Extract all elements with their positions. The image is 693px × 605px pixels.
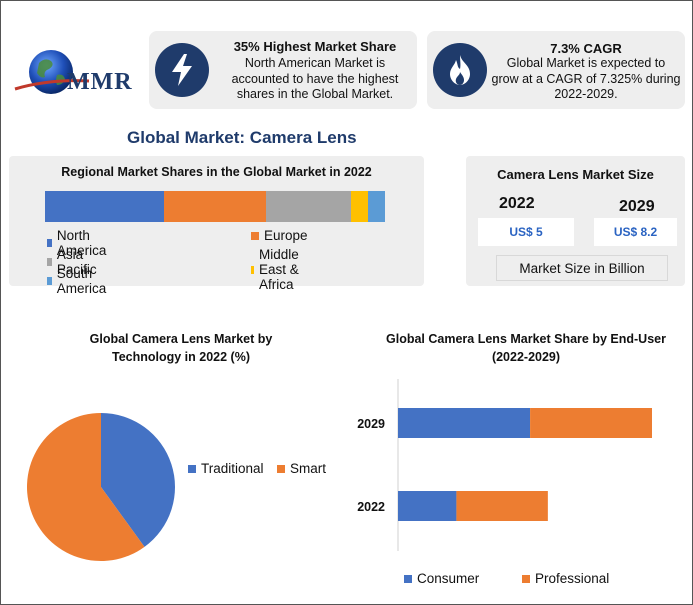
bar-professional-2022 xyxy=(456,491,548,521)
legend-consumer: Consumer xyxy=(404,571,479,586)
market-share-card: 35% Highest Market Share North American … xyxy=(149,31,417,109)
flame-icon xyxy=(433,43,487,97)
legend-middle-east-africa-label: Middle East & Africa xyxy=(258,247,299,292)
legend-traditional-swatch xyxy=(188,464,196,473)
market-share-text: North American Market is accounted to ha… xyxy=(219,56,411,103)
region-segment-north-america xyxy=(45,191,164,222)
legend-middle-east-africa-swatch xyxy=(251,265,254,274)
market-share-line-3: shares in the Global Market. xyxy=(236,87,394,101)
bar-consumer-2029 xyxy=(398,408,531,438)
legend-smart-label: Smart xyxy=(290,461,327,476)
year-2022-label: 2022 xyxy=(499,195,535,212)
legend-middle-east-africa: Middle East & Africa xyxy=(251,247,304,292)
legend-europe: Europe xyxy=(251,228,308,243)
legend-professional: Professional xyxy=(522,571,609,586)
technology-chart-title: Global Camera Lens Market by Technology … xyxy=(89,332,273,364)
globe-icon xyxy=(14,50,90,94)
lightning-bolt-icon xyxy=(155,43,209,97)
cagr-text: Global Market is expected to grow at a C… xyxy=(487,56,685,103)
legend-asia-pacific-label: Asia Pacific xyxy=(56,247,97,277)
legend-traditional-label: Traditional xyxy=(201,461,264,476)
cagr-line-2: grow at a CAGR of 7.325% during xyxy=(491,71,681,86)
end-user-bar-chart: 2029 2022 xyxy=(357,379,652,551)
cagr-line-1: Global Market is expected to xyxy=(506,56,666,70)
legend-north-america-label: North America xyxy=(56,228,107,258)
region-segment-middle-east-africa xyxy=(351,191,368,222)
end-user-chart-title: Global Camera Lens Market Share by End-U… xyxy=(386,332,666,364)
market-size-panel: Camera Lens Market Size 2022 2029 US$ 5 … xyxy=(466,156,685,286)
legend-north-america-swatch xyxy=(47,239,52,247)
technology-pie-chart xyxy=(27,413,176,561)
pie-slice-traditional xyxy=(101,413,176,547)
legend-asia-pacific: Asia Pacific xyxy=(47,247,100,277)
legend-consumer-label: Consumer xyxy=(417,571,480,586)
legend-professional-label: Professional xyxy=(535,571,610,586)
market-size-unit: Market Size in Billion xyxy=(496,255,668,281)
cagr-title: 7.3% CAGR xyxy=(550,41,622,56)
market-size-title: Camera Lens Market Size xyxy=(497,167,654,182)
regional-panel: Regional Market Shares in the Global Mar… xyxy=(9,156,424,296)
category-label-2022: 2022 xyxy=(357,500,385,514)
pie-slice-smart xyxy=(27,413,145,561)
brand-name: MMR xyxy=(67,69,133,95)
region-segment-south-america xyxy=(368,191,385,222)
year-2029-label: 2029 xyxy=(619,198,655,215)
region-segment-asia-pacific xyxy=(266,191,351,222)
legend-south-america: South America xyxy=(47,266,110,296)
bar-professional-2029 xyxy=(530,408,652,438)
cagr-line-3: 2022-2029. xyxy=(554,87,618,101)
category-label-2029: 2029 xyxy=(357,417,385,431)
legend-professional-swatch xyxy=(522,574,530,583)
region-segment-europe xyxy=(164,191,266,222)
legend-south-america-swatch xyxy=(47,277,52,285)
market-share-title: 35% Highest Market Share xyxy=(233,39,397,54)
legend-europe-label: Europe xyxy=(264,228,308,243)
bar-consumer-2022 xyxy=(398,491,457,521)
market-share-line-2: accounted to have the highest xyxy=(231,71,399,86)
page-title: Global Market: Camera Lens xyxy=(127,128,357,147)
legend-smart: Smart xyxy=(277,461,326,476)
regional-stacked-bar xyxy=(45,191,385,222)
cagr-card: 7.3% CAGR Global Market is expected to g… xyxy=(427,31,685,109)
regional-chart-title: Regional Market Shares in the Global Mar… xyxy=(61,165,372,179)
legend-smart-swatch xyxy=(277,464,285,473)
value-2022: US$ 5 xyxy=(478,218,574,246)
logo: MMR xyxy=(9,45,139,105)
legend-europe-swatch xyxy=(251,231,259,240)
value-2029: US$ 8.2 xyxy=(594,218,677,246)
legend-north-america: North America xyxy=(47,228,110,258)
legend-asia-pacific-swatch xyxy=(47,258,52,266)
legend-traditional: Traditional xyxy=(188,461,264,476)
market-share-line-1: North American Market is xyxy=(244,56,386,70)
legend-consumer-swatch xyxy=(404,574,412,583)
legend-south-america-label: South America xyxy=(56,266,107,296)
